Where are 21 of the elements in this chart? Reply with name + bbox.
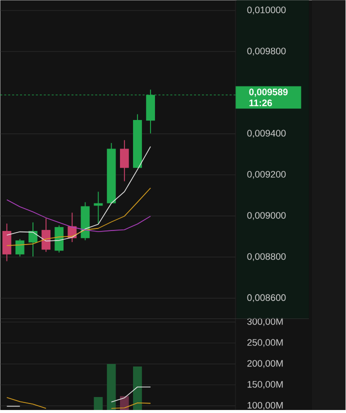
y-tick-label: 0,010000 bbox=[247, 6, 286, 14]
y-tick-label: 250,00M bbox=[248, 339, 283, 347]
y-tick-label: 0,008800 bbox=[247, 253, 286, 261]
y-tick-label: 0,008600 bbox=[247, 294, 286, 302]
y-tick-label: 0,009200 bbox=[247, 170, 286, 179]
y-tick-label: 0,009000 bbox=[247, 212, 286, 220]
y-tick-label: 0,009400 bbox=[247, 130, 286, 138]
text: 11:26 bbox=[250, 100, 272, 106]
y-tick-label: 150,00M bbox=[248, 381, 283, 389]
ref-line-label: 0,009589 bbox=[249, 88, 288, 97]
candlestick bbox=[2, 223, 12, 262]
y-tick-label: 300,00M bbox=[247, 318, 283, 326]
candlestick bbox=[16, 238, 25, 257]
y-tick-label: 0,009800 bbox=[247, 48, 286, 56]
candlestick bbox=[54, 224, 64, 253]
candlestick bbox=[94, 191, 103, 224]
candlestick bbox=[42, 218, 51, 252]
y-tick-label: 200,00M bbox=[248, 360, 283, 368]
candlestick bbox=[28, 222, 38, 257]
candlestick bbox=[120, 140, 130, 182]
y-tick-label: 100,00M bbox=[248, 402, 283, 410]
